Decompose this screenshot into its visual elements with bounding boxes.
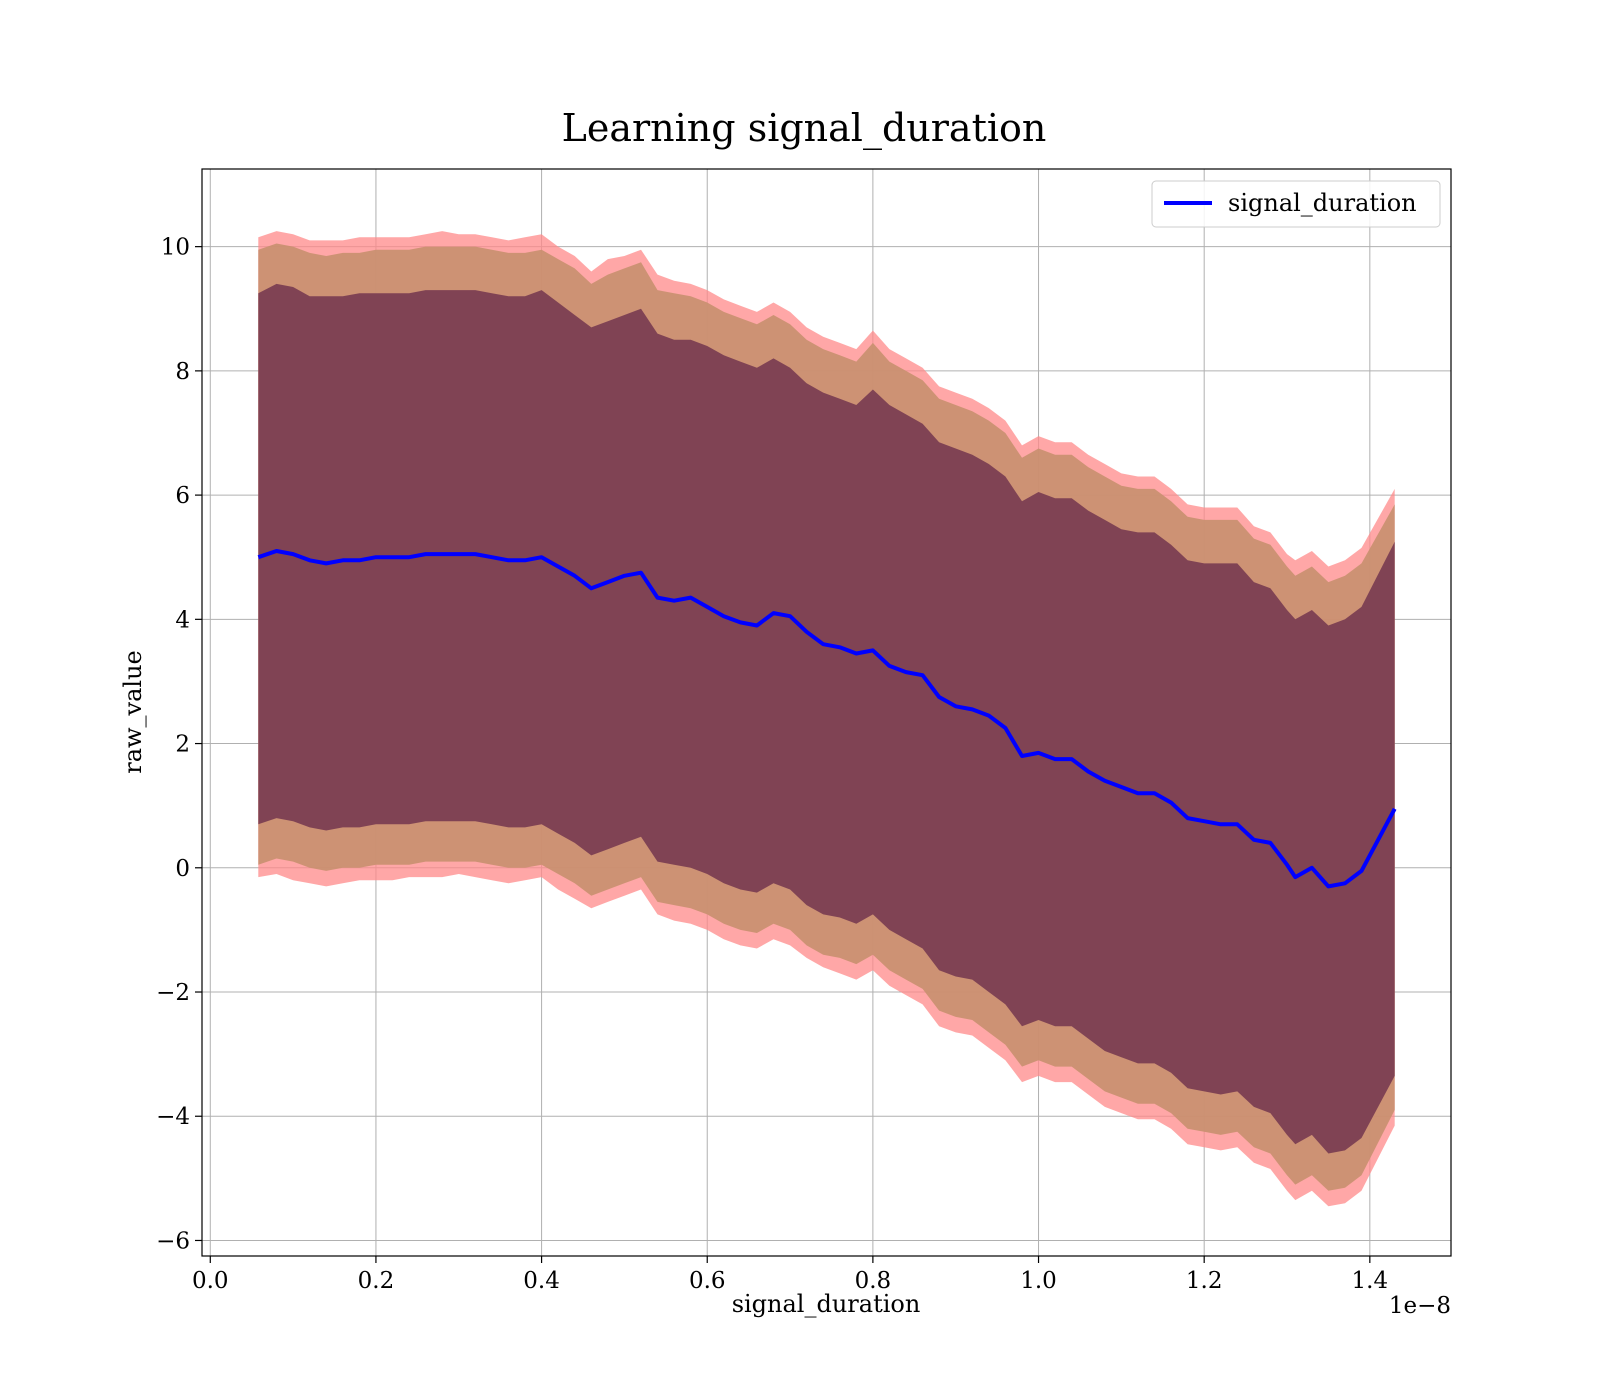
y-tick-label: 6 xyxy=(175,483,190,509)
x-tick-label: 0.6 xyxy=(689,1268,726,1294)
x-axis-offset-text: 1e−8 xyxy=(1389,1293,1451,1319)
x-tick-label: 0.2 xyxy=(358,1268,395,1294)
legend-label-signal-duration: signal_duration xyxy=(1228,189,1417,217)
x-tick-label: 0.8 xyxy=(855,1268,892,1294)
x-tick-label: 0.0 xyxy=(192,1268,229,1294)
band-band-inner xyxy=(258,283,1395,1154)
y-axis-ticks: −6 −4 −2 0 2 4 6 8 10 xyxy=(156,235,202,1254)
legend: signal_duration xyxy=(1151,180,1441,228)
y-tick-label: −4 xyxy=(156,1104,190,1130)
y-tick-label: 10 xyxy=(161,235,190,261)
chart-title: Learning signal_duration xyxy=(562,106,1047,151)
x-axis-label: signal_duration xyxy=(732,1290,921,1318)
y-tick-label: 0 xyxy=(175,856,190,882)
y-axis-label: raw_value xyxy=(119,650,147,774)
y-tick-label: 4 xyxy=(175,607,190,633)
series-lines xyxy=(257,549,1397,889)
series-line-signal-duration xyxy=(257,549,1397,889)
y-tick-label: −6 xyxy=(156,1228,190,1254)
y-tick-label: 8 xyxy=(175,359,190,385)
y-tick-label: 2 xyxy=(175,732,190,758)
y-tick-label: −2 xyxy=(156,980,190,1006)
x-tick-label: 1.0 xyxy=(1020,1268,1057,1294)
axes-frame xyxy=(201,168,1452,1257)
x-tick-label: 1.4 xyxy=(1352,1268,1389,1294)
x-axis-ticks: 0.0 0.2 0.4 0.6 0.8 1.0 1.2 1.4 xyxy=(192,1256,1388,1294)
plot-area xyxy=(201,168,1452,1257)
x-tick-label: 1.2 xyxy=(1186,1268,1223,1294)
legend-box xyxy=(1151,180,1441,228)
x-tick-label: 0.4 xyxy=(523,1268,560,1294)
confidence-bands xyxy=(258,231,1395,1207)
